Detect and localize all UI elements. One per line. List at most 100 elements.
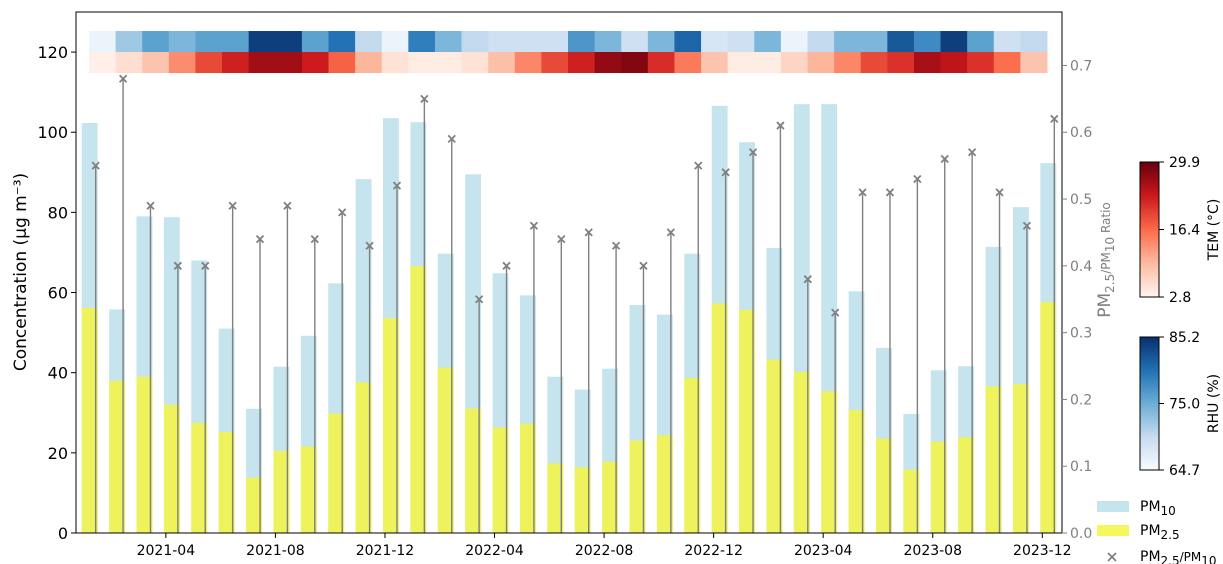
heat-cell-tem (727, 52, 755, 73)
ratio-marker (913, 174, 922, 184)
ratio-marker (173, 261, 182, 270)
heat-cell-tem (488, 52, 516, 73)
ratio-marker (776, 121, 785, 130)
ratio-marker (338, 208, 347, 217)
ratio-marker (611, 241, 621, 250)
heat-cell-tem (168, 52, 196, 73)
bar-pm25 (766, 359, 783, 533)
left-axis-tick-label: 60 (48, 284, 68, 303)
heat-cell-rhu (887, 31, 915, 52)
heat-cell-rhu (834, 31, 862, 52)
ratio-marker (420, 94, 429, 103)
heat-cell-tem (647, 52, 675, 73)
heat-cell-rhu (301, 31, 329, 52)
bar-pm25 (711, 303, 728, 533)
x-axis-tick-label: 2023-12 (1013, 543, 1072, 559)
heat-cell-rhu (807, 31, 835, 52)
ratio-marker (1050, 114, 1059, 124)
ratio-marker (310, 234, 319, 244)
heat-cell-tem (248, 52, 276, 73)
ratio-marker (392, 181, 402, 190)
x-axis-tick-label: 2021-04 (137, 543, 196, 559)
ratio-marker (721, 168, 730, 177)
right-axis-tick-label: 0.2 (1070, 392, 1092, 408)
bar-pm25 (519, 423, 536, 533)
heat-cell-tem (301, 52, 329, 73)
right-axis-tick-label: 0.6 (1070, 125, 1092, 141)
ratio-marker (118, 74, 128, 83)
bar-pm25 (547, 463, 564, 533)
colorbar-tem-tick-label: 16.4 (1169, 223, 1200, 239)
axes: 0 20 40 60 80 100 120 0.0 0.1 0.2 0.3 0.4 0.5 0.6 0.7 2… (11, 11, 1117, 559)
heat-cell-tem (807, 52, 835, 73)
colorbar-rhu-tick-label: 75.0 (1169, 397, 1200, 413)
heat-cell-rhu (89, 31, 117, 52)
heat-cell-tem (514, 52, 542, 73)
ratio-marker (748, 148, 758, 157)
colorbar-tem-tick-label: 2.8 (1169, 290, 1191, 306)
bar-pm25 (602, 461, 619, 533)
x-axis-tick-label: 2022-04 (465, 543, 524, 559)
heat-cell-tem (780, 52, 808, 73)
left-axis-tick-label: 0 (58, 524, 68, 543)
heat-cell-tem (1020, 52, 1048, 73)
bar-pm25 (328, 413, 345, 533)
bar-pm25 (1040, 302, 1057, 533)
heat-cell-rhu (381, 31, 409, 52)
heat-cell-rhu (913, 31, 942, 52)
heat-cell-tem (408, 52, 436, 73)
plot-area (81, 104, 1057, 534)
bar-pm25 (410, 266, 427, 533)
ratio-marker (557, 234, 566, 244)
bar-pm25 (492, 427, 509, 533)
legend: PM10 PM2.5 PM2.5/PM10 (1097, 499, 1217, 564)
heat-cell-rhu (860, 31, 888, 52)
ratio-marker (639, 261, 648, 270)
ratio-marker (858, 188, 867, 197)
heat-cell-rhu (727, 31, 755, 52)
heat-cell-rhu (514, 31, 542, 52)
colorbar-tem-label: TEM (°C) (1206, 199, 1222, 262)
heat-cell-tem (701, 52, 729, 73)
ratio-marker (584, 228, 593, 237)
heat-cell-rhu (115, 31, 143, 52)
plot-frame (75, 11, 1063, 534)
legend-label: PM2.5/PM10 (1140, 549, 1217, 564)
heat-cell-tem (913, 52, 942, 73)
heat-cell-rhu (993, 31, 1021, 52)
heat-cell-tem (328, 52, 356, 73)
heat-cell-tem (967, 52, 995, 73)
bar-pm25 (958, 437, 975, 533)
heat-cell-tem (887, 52, 915, 73)
bar-pm25 (848, 409, 865, 533)
heat-cell-tem (993, 52, 1021, 73)
colorbar-tem (1139, 161, 1160, 298)
heat-cell-rhu (275, 31, 303, 52)
bar-pm25 (300, 446, 317, 533)
heat-cell-rhu (594, 31, 622, 52)
legend-marker-ratio (1107, 552, 1117, 562)
heat-cell-tem (594, 52, 622, 73)
left-axis-tick-label: 40 (48, 364, 68, 383)
bar-pm25 (930, 441, 947, 533)
ratio-marker (91, 161, 100, 170)
ratio-marker (940, 154, 949, 164)
bar-pm25 (793, 371, 810, 533)
colorbar-rhu-label: RHU (%) (1206, 374, 1222, 433)
bar-pm25 (465, 408, 482, 533)
heat-cell-tem (621, 52, 649, 73)
bar-pm25 (656, 435, 673, 533)
heat-cell-tem (940, 52, 968, 73)
ratio-marker (502, 261, 511, 270)
heat-cell-rhu (248, 31, 276, 52)
right-axis-tick-label: 0.1 (1070, 459, 1092, 475)
colorbar-rhu-tick-label: 64.7 (1169, 463, 1200, 479)
right-axis-label: PM2.5/PM10 Ratio (1095, 202, 1117, 318)
bar-pm25 (1012, 383, 1029, 533)
heat-cell-rhu (701, 31, 729, 52)
ratio-marker (995, 188, 1004, 197)
heat-cell-rhu (940, 31, 968, 52)
heat-cell-rhu (195, 31, 223, 52)
heat-cell-tem (860, 52, 888, 73)
bar-pm25 (383, 318, 399, 533)
